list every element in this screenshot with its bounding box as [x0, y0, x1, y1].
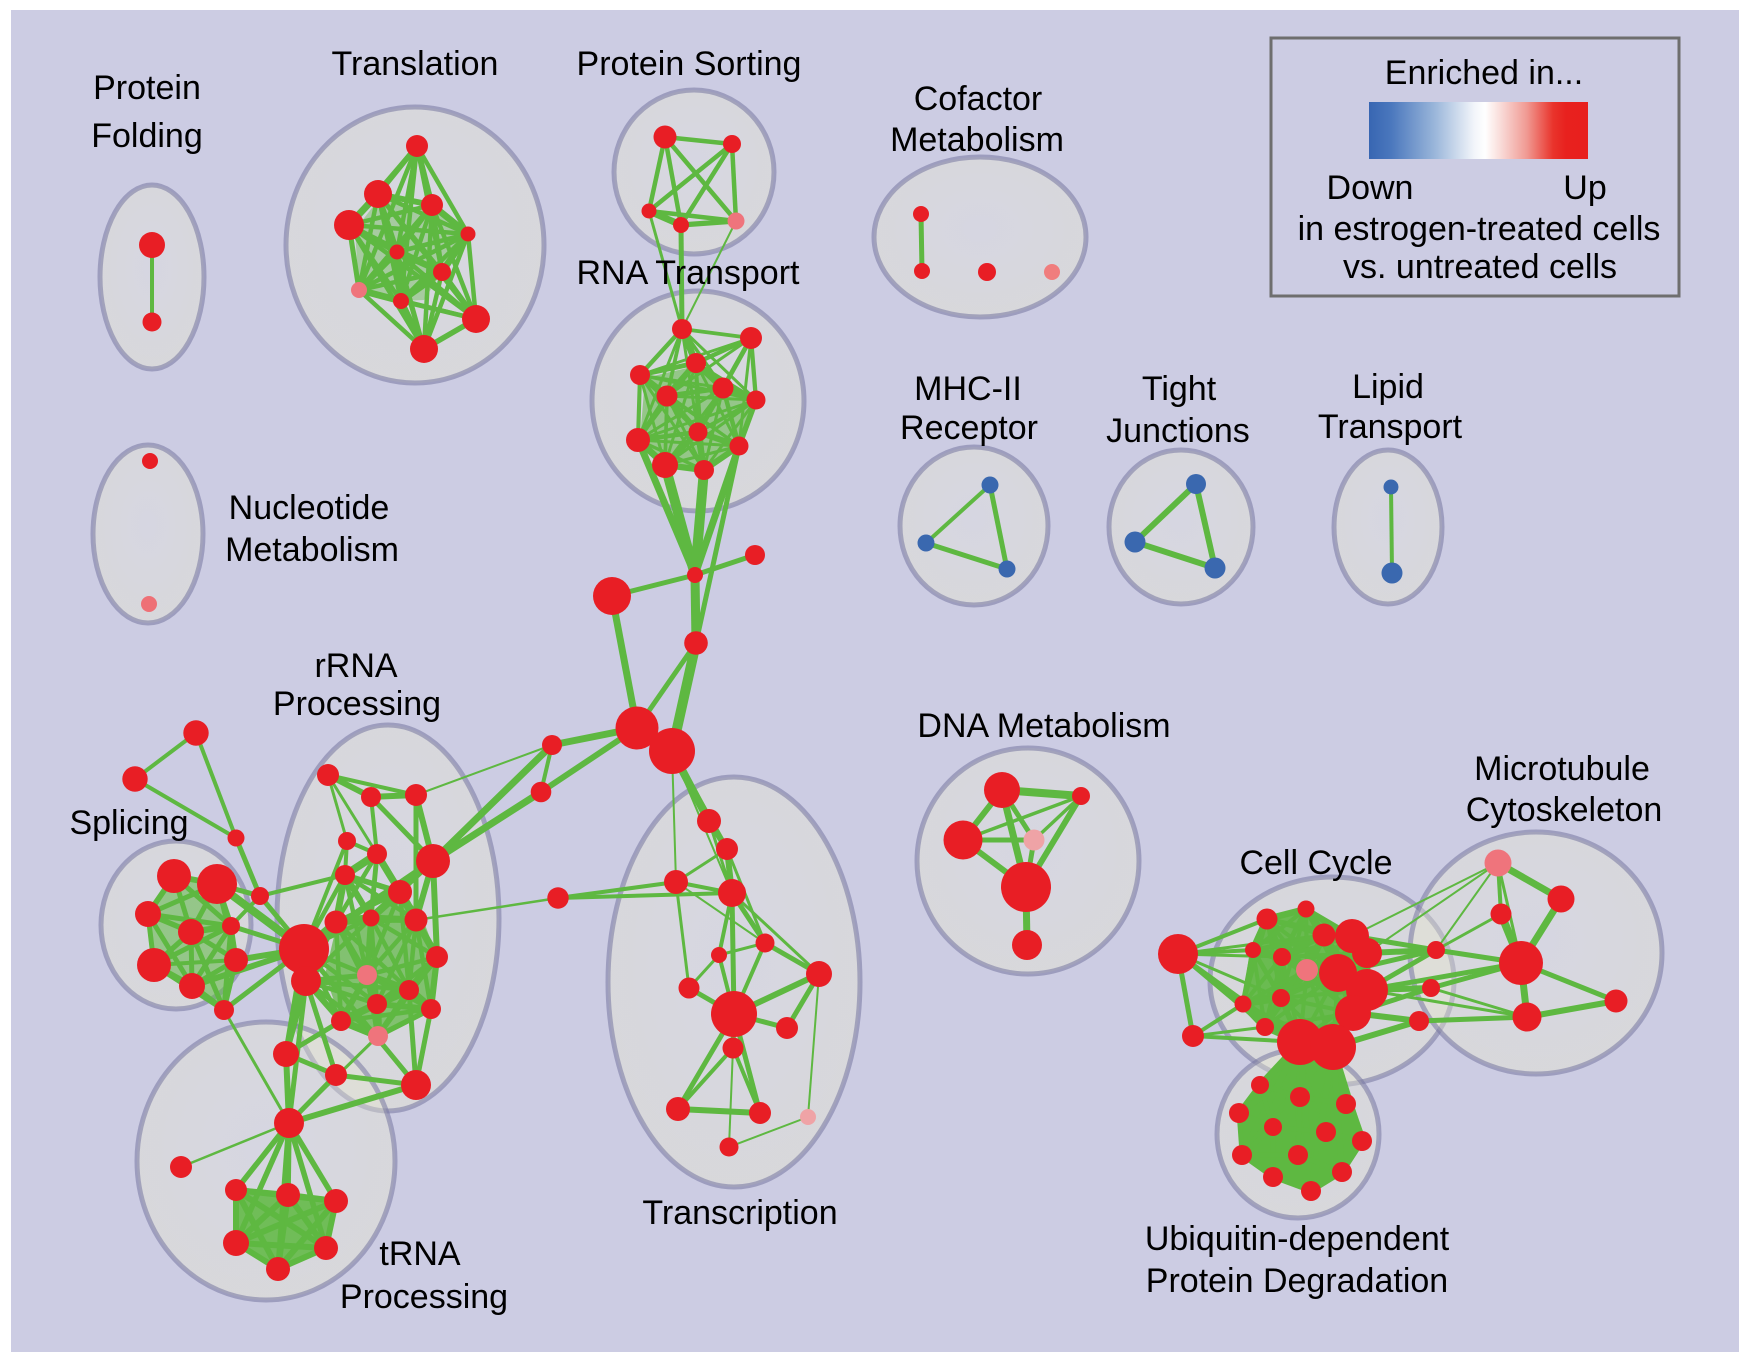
- svg-text:tRNA: tRNA: [379, 1235, 461, 1273]
- svg-text:Junctions: Junctions: [1106, 412, 1250, 450]
- svg-text:vs. untreated cells: vs. untreated cells: [1343, 248, 1617, 286]
- svg-text:Down: Down: [1327, 169, 1414, 207]
- svg-text:Ubiquitin-dependent: Ubiquitin-dependent: [1145, 1220, 1450, 1258]
- svg-text:Protein Sorting: Protein Sorting: [577, 45, 802, 83]
- svg-text:Tight: Tight: [1142, 370, 1217, 408]
- svg-text:Metabolism: Metabolism: [225, 531, 399, 569]
- svg-text:Folding: Folding: [91, 117, 203, 155]
- svg-text:Transport: Transport: [1318, 408, 1463, 446]
- svg-text:in estrogen-treated cells: in estrogen-treated cells: [1298, 210, 1661, 248]
- svg-text:Cofactor: Cofactor: [914, 80, 1043, 118]
- svg-text:Cell Cycle: Cell Cycle: [1239, 844, 1392, 882]
- svg-text:Microtubule: Microtubule: [1474, 750, 1650, 788]
- svg-text:Translation: Translation: [332, 45, 499, 83]
- svg-text:Processing: Processing: [340, 1278, 508, 1316]
- svg-text:Receptor: Receptor: [900, 409, 1038, 447]
- svg-text:DNA Metabolism: DNA Metabolism: [917, 707, 1170, 745]
- svg-text:Lipid: Lipid: [1352, 368, 1424, 406]
- svg-text:Nucleotide: Nucleotide: [229, 489, 390, 527]
- svg-text:Protein Degradation: Protein Degradation: [1146, 1262, 1448, 1300]
- svg-text:Metabolism: Metabolism: [890, 121, 1064, 159]
- svg-text:Cytoskeleton: Cytoskeleton: [1466, 791, 1663, 829]
- svg-text:rRNA: rRNA: [314, 647, 397, 685]
- svg-text:Processing: Processing: [273, 685, 441, 723]
- svg-text:MHC-II: MHC-II: [914, 370, 1022, 408]
- svg-text:Up: Up: [1563, 169, 1606, 207]
- svg-text:Transcription: Transcription: [642, 1194, 837, 1232]
- svg-text:Splicing: Splicing: [69, 804, 188, 842]
- svg-text:RNA Transport: RNA Transport: [577, 254, 801, 292]
- svg-text:Enriched in...: Enriched in...: [1385, 54, 1583, 92]
- svg-text:Protein: Protein: [93, 69, 201, 107]
